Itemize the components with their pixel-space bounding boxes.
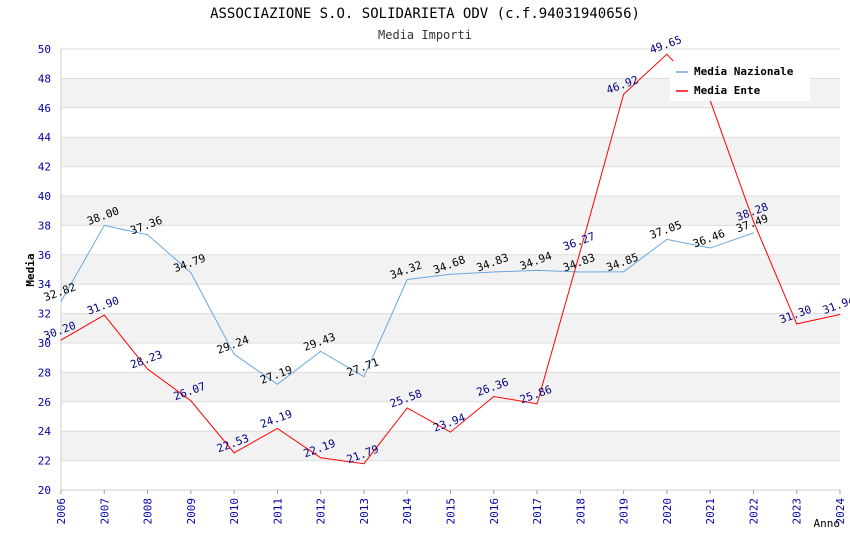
y-axis-label: Media: [24, 253, 37, 286]
data-point: [103, 224, 105, 226]
chart-subtitle: Media Importi: [378, 28, 472, 42]
data-point: [752, 220, 754, 222]
y-tick-label: 36: [38, 249, 51, 262]
y-tick-label: 40: [38, 190, 51, 203]
y-tick-label: 28: [38, 366, 51, 379]
legend-box: [670, 61, 810, 101]
data-point: [450, 431, 451, 433]
y-tick-label: 26: [38, 396, 51, 409]
y-tick-label: 22: [38, 455, 51, 468]
data-point: [752, 232, 754, 234]
data-point: [276, 427, 278, 429]
y-tick-label: 20: [38, 484, 51, 497]
x-tick-label: 2006: [55, 498, 68, 525]
data-point: [233, 353, 235, 355]
x-tick-label: 2019: [618, 498, 631, 525]
chart-title: ASSOCIAZIONE S.O. SOLIDARIETA ODV (c.f.9…: [210, 6, 640, 22]
data-point: [579, 250, 581, 252]
x-tick-label: 2021: [704, 498, 717, 525]
grid-band: [61, 431, 840, 461]
data-point: [709, 247, 711, 249]
data-point: [536, 269, 538, 271]
x-tick-label: 2007: [98, 498, 111, 525]
data-label: 24.19: [258, 407, 294, 431]
y-tick-label: 50: [38, 43, 51, 56]
legend-label-media-nazionale: Media Nazionale: [694, 65, 794, 78]
data-point: [536, 403, 538, 405]
data-point: [320, 457, 322, 459]
data-point: [406, 407, 408, 409]
data-point: [190, 400, 192, 402]
data-point: [363, 376, 365, 378]
x-tick-label: 2017: [531, 498, 544, 525]
data-point: [666, 53, 668, 55]
data-label: 36.46: [691, 227, 727, 251]
data-point: [493, 396, 495, 398]
x-tick-label: 2023: [791, 498, 804, 525]
data-point: [60, 301, 62, 303]
data-point: [666, 238, 668, 240]
x-tick-label: 2016: [488, 498, 501, 525]
y-tick-label: 34: [38, 278, 52, 291]
y-tick-label: 46: [38, 102, 51, 115]
x-tick-label: 2024: [834, 498, 847, 525]
x-tick-label: 2010: [228, 498, 241, 525]
x-tick-label: 2014: [401, 498, 414, 525]
x-tick-label: 2012: [315, 498, 328, 525]
data-point: [363, 463, 365, 465]
data-point: [579, 271, 581, 273]
x-axis-label: Anno: [814, 517, 841, 530]
y-tick-label: 24: [38, 425, 52, 438]
data-point: [493, 271, 495, 273]
y-tick-label: 42: [38, 161, 51, 174]
grid-band: [61, 372, 840, 402]
data-point: [276, 383, 278, 385]
x-tick-label: 2009: [185, 498, 198, 525]
data-point: [233, 452, 235, 454]
data-point: [60, 339, 62, 341]
y-tick-label: 30: [38, 337, 51, 350]
series-line-media-nazionale: [60, 224, 754, 385]
x-tick-label: 2018: [574, 498, 587, 525]
data-point: [320, 350, 322, 352]
grid-band: [61, 137, 840, 167]
data-point: [147, 234, 149, 236]
grid: [61, 48, 840, 491]
y-tick-label: 32: [38, 308, 51, 321]
x-tick-label: 2013: [358, 498, 371, 525]
data-label: 36.27: [561, 230, 597, 254]
data-point: [147, 368, 149, 370]
y-tick-label: 38: [38, 219, 51, 232]
x-tick-label: 2020: [661, 498, 674, 525]
data-point: [623, 93, 625, 95]
data-point: [796, 323, 798, 325]
grid-band: [61, 313, 840, 343]
legend: Media Nazionale Media Ente: [670, 61, 810, 101]
x-tick-label: 2022: [747, 498, 760, 525]
x-tick-label: 2008: [142, 498, 155, 525]
data-point: [103, 314, 105, 316]
data-point: [839, 313, 841, 315]
x-tick-label: 2015: [445, 498, 458, 525]
data-point: [190, 272, 192, 274]
data-point: [406, 278, 408, 280]
x-tick-label: 2011: [271, 498, 284, 525]
data-point: [450, 273, 451, 275]
data-point: [623, 271, 625, 273]
data-label: 49.65: [648, 33, 684, 57]
grid-band: [61, 196, 840, 226]
y-tick-label: 44: [38, 131, 52, 144]
grid-band: [61, 254, 840, 285]
y-tick-label: 48: [38, 72, 51, 85]
legend-label-media-ente: Media Ente: [694, 84, 761, 97]
